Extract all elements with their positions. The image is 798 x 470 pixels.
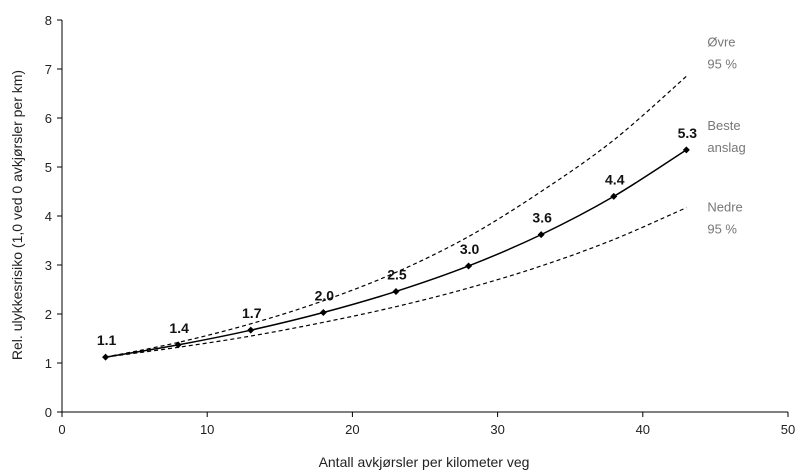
data-label: 3.0 xyxy=(460,241,480,257)
y-ticks: 0 1 2 3 4 5 6 7 8 xyxy=(45,13,62,420)
data-label: 2.5 xyxy=(387,266,407,282)
data-markers xyxy=(102,146,690,361)
data-label: 3.6 xyxy=(532,210,552,226)
data-point-marker xyxy=(247,326,255,334)
series-line-2 xyxy=(105,207,687,358)
y-axis-title: Rel. ulykkesrisiko (1,0 ved 0 avkjørsler… xyxy=(9,70,25,360)
series-label: Nedre xyxy=(707,200,742,215)
data-point-marker xyxy=(174,341,182,349)
series-label: anslag xyxy=(707,140,745,155)
series-lines xyxy=(105,75,687,358)
series-line-0 xyxy=(105,149,687,358)
x-ticks: 0 10 20 30 40 50 xyxy=(58,412,795,437)
y-tick-label: 5 xyxy=(45,160,52,175)
data-label: 1.4 xyxy=(169,320,189,336)
series-label: 95 % xyxy=(707,222,737,237)
x-tick-label: 20 xyxy=(345,422,359,437)
y-tick-label: 3 xyxy=(45,258,52,273)
y-tick-label: 6 xyxy=(45,111,52,126)
series-line-1 xyxy=(105,75,687,358)
data-point-marker xyxy=(465,262,473,270)
series-label: Beste xyxy=(707,118,740,133)
data-point-marker xyxy=(610,192,618,200)
y-tick-label: 8 xyxy=(45,13,52,28)
x-tick-label: 40 xyxy=(636,422,650,437)
data-point-marker xyxy=(392,287,400,295)
data-label: 1.1 xyxy=(97,332,117,348)
x-tick-label: 10 xyxy=(200,422,214,437)
data-label: 4.4 xyxy=(605,171,625,187)
data-point-marker xyxy=(102,353,110,361)
data-label: 2.0 xyxy=(315,288,335,304)
data-labels: 1.1 1.4 1.7 2.0 2.5 3.0 3.6 4.4 5.3 xyxy=(97,125,697,348)
x-tick-label: 30 xyxy=(490,422,504,437)
data-point-marker xyxy=(682,146,690,154)
y-tick-label: 2 xyxy=(45,307,52,322)
series-label: 95 % xyxy=(707,56,737,71)
y-tick-label: 0 xyxy=(45,405,52,420)
y-tick-label: 1 xyxy=(45,356,52,371)
data-label: 5.3 xyxy=(678,125,698,141)
y-tick-label: 4 xyxy=(45,209,52,224)
data-point-marker xyxy=(537,231,545,239)
x-axis-title: Antall avkjørsler per kilometer veg xyxy=(319,454,530,470)
y-tick-label: 7 xyxy=(45,62,52,77)
x-tick-label: 50 xyxy=(781,422,795,437)
x-tick-label: 0 xyxy=(58,422,65,437)
series-label: Øvre xyxy=(707,34,735,49)
data-label: 1.7 xyxy=(242,305,262,321)
data-point-marker xyxy=(319,309,327,317)
series-labels: Øvre 95 % Beste anslag Nedre 95 % xyxy=(707,34,745,236)
